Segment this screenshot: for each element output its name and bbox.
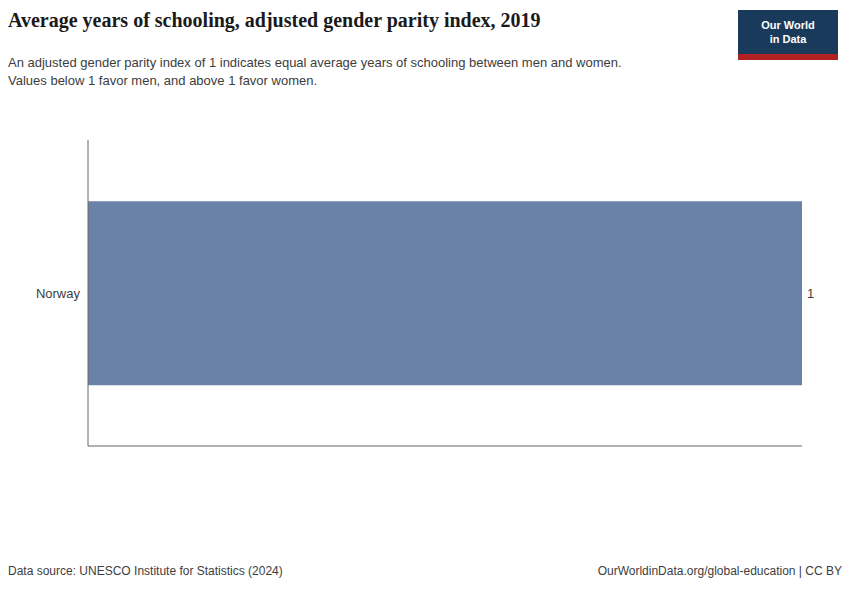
html-text:An adjusted gender parity inde: An adjusted gender parity index of 1 ind… — [8, 55, 622, 70]
html-text:Average years of schooling, ad: Average years of schooling, adjusted gen… — [8, 9, 541, 31]
html-text:Data source: UNESCO Institute: Data source: UNESCO Institute for Statis… — [8, 564, 283, 578]
svg-text:1: 1 — [807, 286, 814, 301]
html-text:Values below 1 favor men, and: Values below 1 favor men, and above 1 fa… — [8, 73, 318, 88]
html-text:OurWorldinData.org/global-educ: OurWorldinData.org/global-education | CC… — [597, 564, 842, 578]
html-text:in Data: in Data — [769, 33, 807, 45]
svg-text:Norway: Norway — [36, 286, 81, 301]
html-text:Our World: Our World — [761, 19, 815, 31]
